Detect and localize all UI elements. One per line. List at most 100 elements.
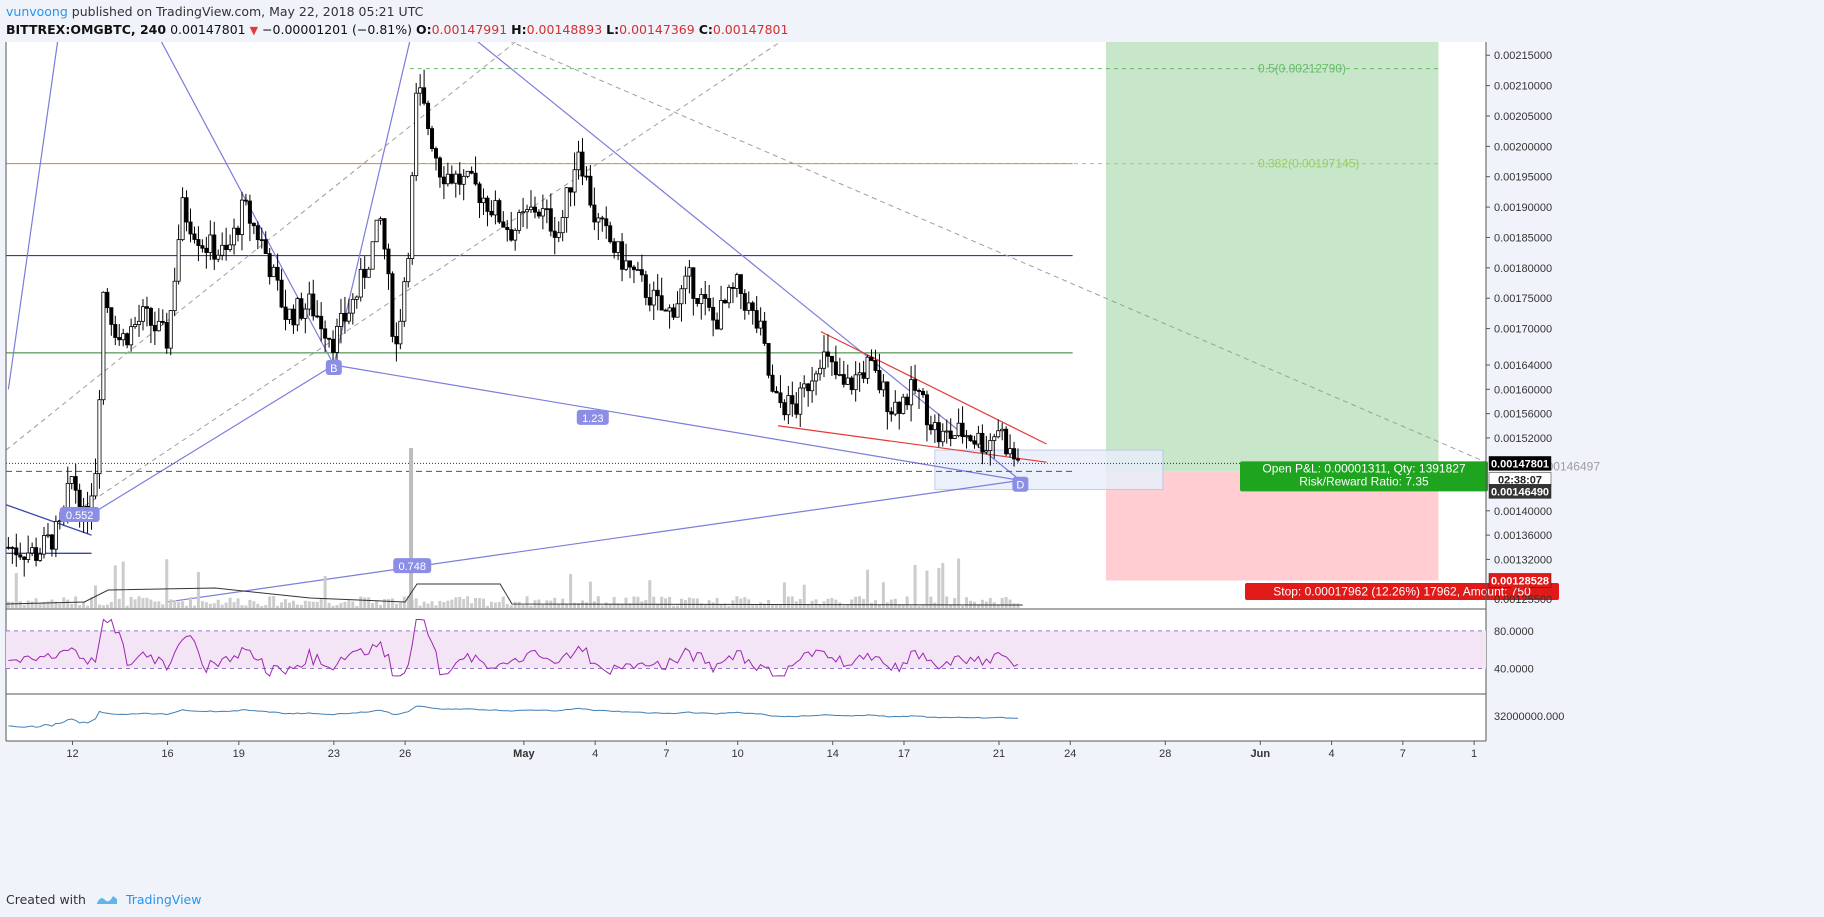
candle-body: [350, 298, 355, 314]
volume-bar: [343, 601, 347, 608]
candle: [505, 219, 510, 242]
candle: [216, 249, 221, 263]
entry-zone-box: [934, 449, 1164, 491]
volume-bar: [141, 598, 145, 608]
author-link[interactable]: vunvoong: [6, 4, 68, 19]
volume-bar: [913, 564, 917, 608]
candle-body: [323, 328, 328, 339]
volume-bar: [604, 602, 608, 608]
candle: [525, 204, 530, 229]
volume-bar: [240, 605, 244, 608]
time-tick-label: 10: [732, 748, 744, 760]
candle-body: [140, 306, 145, 322]
candle: [323, 320, 328, 353]
candle: [806, 382, 811, 407]
price-tick-label: 0.00195000: [1494, 172, 1552, 184]
volume-bar: [252, 601, 256, 608]
candle-body: [711, 306, 716, 321]
candle-body: [259, 239, 264, 242]
candle-body: [754, 310, 759, 329]
candle: [873, 349, 878, 373]
candle-body: [532, 206, 537, 213]
candle: [430, 125, 435, 152]
candle-body: [390, 273, 395, 337]
candle-body: [818, 367, 823, 375]
candle-body: [160, 320, 165, 323]
candle-body: [65, 483, 70, 509]
volume-bar: [929, 596, 933, 608]
candle: [501, 211, 506, 228]
candle: [390, 271, 395, 343]
volume-bar: [660, 596, 664, 608]
pattern-leg-3: [333, 30, 413, 366]
candle: [485, 195, 490, 227]
candle: [825, 334, 830, 368]
volume-bar: [695, 598, 699, 608]
volume-bar: [616, 603, 620, 608]
volume-bar: [386, 598, 390, 608]
candle-body: [1008, 448, 1013, 455]
candle: [414, 82, 419, 182]
volume-bar: [664, 598, 668, 608]
volume-bar: [113, 565, 117, 608]
volume-bar: [501, 596, 505, 608]
volume-bar: [406, 596, 410, 608]
volume-bar: [679, 598, 683, 608]
candle-body: [750, 302, 755, 311]
candle-body: [612, 241, 617, 253]
candle-body: [905, 396, 910, 406]
fib-label-1: 0.382(0.00197145): [1258, 157, 1359, 171]
candle: [746, 291, 751, 315]
tradingview-link[interactable]: TradingView: [125, 892, 202, 907]
candle-body: [6, 546, 11, 549]
candle-body: [267, 253, 272, 278]
candle: [893, 390, 898, 417]
candle: [374, 219, 379, 243]
pattern-label-ratio-2: 0.552: [59, 507, 100, 523]
volume-bar: [272, 596, 276, 608]
candle-body: [342, 313, 347, 322]
candle: [73, 464, 78, 504]
price-tick-label: 0.00160000: [1494, 384, 1552, 396]
volume-bar: [600, 605, 604, 608]
candle-body: [631, 266, 636, 271]
candle: [184, 190, 189, 232]
candle: [869, 349, 874, 361]
price-tick-label: 0.00205000: [1494, 111, 1552, 123]
candle: [964, 429, 969, 449]
candle-body: [1016, 458, 1021, 461]
candle-body: [810, 380, 815, 392]
candle: [972, 435, 977, 449]
candle: [877, 353, 882, 394]
candle: [786, 385, 791, 425]
candle-body: [885, 381, 890, 413]
candle: [513, 228, 518, 251]
candle: [624, 243, 629, 271]
candle: [176, 224, 181, 285]
volume-bar: [921, 605, 925, 608]
volume-bar: [561, 598, 565, 608]
candle-body: [651, 289, 656, 306]
candle: [251, 222, 256, 235]
volume-bar: [735, 596, 739, 608]
candle-body: [620, 241, 625, 270]
candle: [663, 308, 668, 312]
candle: [319, 302, 324, 342]
volume-bar: [319, 598, 323, 608]
publish-text: published on TradingView.com, May 22, 20…: [71, 4, 424, 19]
candle: [69, 476, 74, 490]
candle: [968, 434, 973, 442]
candle: [410, 171, 415, 265]
time-tick-label: Jun: [1251, 748, 1271, 760]
candle-body: [604, 218, 609, 227]
candle-body: [568, 187, 573, 193]
candle: [592, 187, 597, 231]
candle: [917, 388, 922, 409]
time-tick-label: 4: [592, 748, 598, 760]
candle: [790, 381, 795, 417]
candle-body: [26, 552, 31, 560]
candle: [267, 248, 272, 285]
candle: [457, 162, 462, 195]
rsi-band: [6, 630, 1486, 669]
